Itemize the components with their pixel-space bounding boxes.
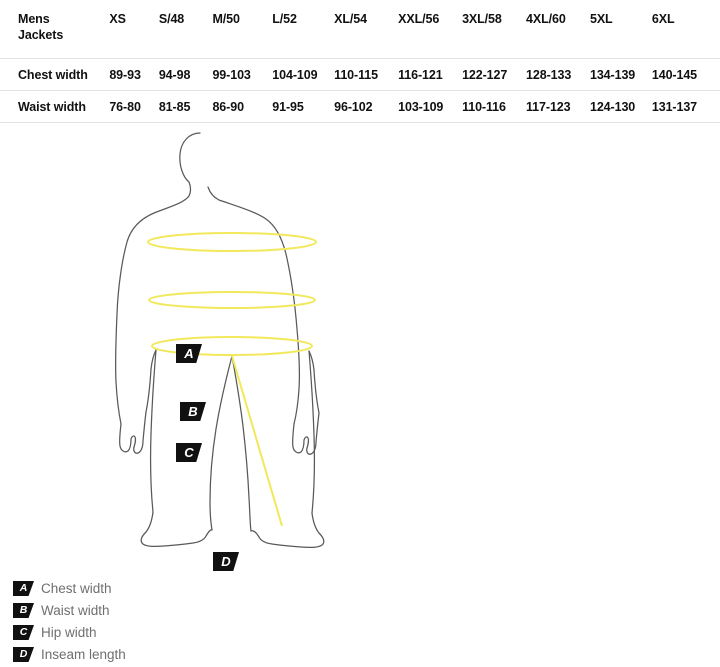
inseam-measure-line-d: [231, 355, 283, 527]
cell-waist-5xl: 124-130: [589, 90, 652, 123]
row-label-chest-width: Chest width: [0, 58, 110, 91]
legend-item-chest-width: A Chest width: [13, 579, 126, 598]
table-header-category: Mens Jackets: [0, 0, 110, 59]
legend-badge-c: C: [13, 625, 34, 640]
table-body: Chest width 89-93 94-98 99-103 104-109 1…: [0, 58, 720, 123]
cell-chest-xl54: 110-115: [334, 58, 399, 91]
cell-chest-s48: 94-98: [158, 58, 213, 91]
legend-label-inseam-length: Inseam length: [41, 647, 126, 662]
measurement-diagram: A B C D A Chest width B Waist width C Hi…: [0, 118, 720, 662]
legend-badge-a: A: [13, 581, 34, 596]
cell-waist-m50: 86-90: [212, 90, 273, 123]
cell-chest-4xl60: 128-133: [526, 58, 590, 91]
size-chart-table: Mens Jackets XS S/48 M/50 L/52 XL/54 XXL…: [0, 0, 720, 123]
category-line-1: Mens: [18, 12, 50, 26]
cell-waist-xl54: 96-102: [334, 90, 399, 123]
marker-badge-d: D: [213, 552, 239, 571]
legend-badge-b: B: [13, 603, 34, 618]
legend-label-hip-width: Hip width: [41, 625, 97, 640]
legend-badge-d: D: [13, 647, 34, 662]
marker-badge-c: C: [176, 443, 202, 462]
body-outline-paths: [114, 132, 325, 548]
marker-badge-b: B: [180, 402, 206, 421]
row-label-waist-width: Waist width: [0, 90, 110, 123]
table-header-size-l52: L/52: [272, 0, 335, 59]
cell-chest-xs: 89-93: [109, 58, 159, 91]
category-line-2: Jackets: [18, 28, 64, 42]
cell-chest-5xl: 134-139: [589, 58, 652, 91]
cell-chest-6xl: 140-145: [651, 58, 720, 91]
male-body-outline-illustration: [114, 132, 325, 548]
cell-chest-xxl56: 116-121: [398, 58, 463, 91]
table-header-row: Mens Jackets XS S/48 M/50 L/52 XL/54 XXL…: [0, 0, 720, 59]
cell-waist-xs: 76-80: [109, 90, 159, 123]
chest-measure-band-a: [147, 232, 317, 252]
legend-label-chest-width: Chest width: [41, 581, 112, 596]
table-header-size-m50: M/50: [212, 0, 273, 59]
legend-item-hip-width: C Hip width: [13, 623, 126, 642]
table-row: Chest width 89-93 94-98 99-103 104-109 1…: [0, 58, 720, 91]
cell-waist-6xl: 131-137: [651, 90, 720, 123]
cell-chest-3xl58: 122-127: [462, 58, 527, 91]
cell-waist-l52: 91-95: [272, 90, 335, 123]
table-header-size-xxl56: XXL/56: [398, 0, 463, 59]
table-row: Waist width 76-80 81-85 86-90 91-95 96-1…: [0, 90, 720, 123]
cell-waist-s48: 81-85: [158, 90, 213, 123]
table-header-size-s48: S/48: [158, 0, 213, 59]
table-header-size-xl54: XL/54: [334, 0, 399, 59]
cell-chest-m50: 99-103: [212, 58, 273, 91]
table-header-size-6xl: 6XL: [651, 0, 720, 59]
legend-label-waist-width: Waist width: [41, 603, 110, 618]
table-header-size-4xl60: 4XL/60: [526, 0, 590, 59]
hip-measure-band-c: [151, 336, 313, 356]
cell-chest-l52: 104-109: [272, 58, 335, 91]
cell-waist-3xl58: 110-116: [462, 90, 527, 123]
table-header-size-5xl: 5XL: [589, 0, 652, 59]
marker-badge-a: A: [176, 344, 202, 363]
table-header-size-3xl58: 3XL/58: [462, 0, 527, 59]
table-header: Mens Jackets XS S/48 M/50 L/52 XL/54 XXL…: [0, 0, 720, 59]
waist-measure-band-b: [148, 291, 316, 309]
cell-waist-4xl60: 117-123: [526, 90, 590, 123]
measurement-bands: [147, 232, 317, 527]
measurement-legend: A Chest width B Waist width C Hip width …: [13, 579, 126, 667]
legend-item-inseam-length: D Inseam length: [13, 645, 126, 664]
table-header-size-xs: XS: [109, 0, 159, 59]
cell-waist-xxl56: 103-109: [398, 90, 463, 123]
legend-item-waist-width: B Waist width: [13, 601, 126, 620]
